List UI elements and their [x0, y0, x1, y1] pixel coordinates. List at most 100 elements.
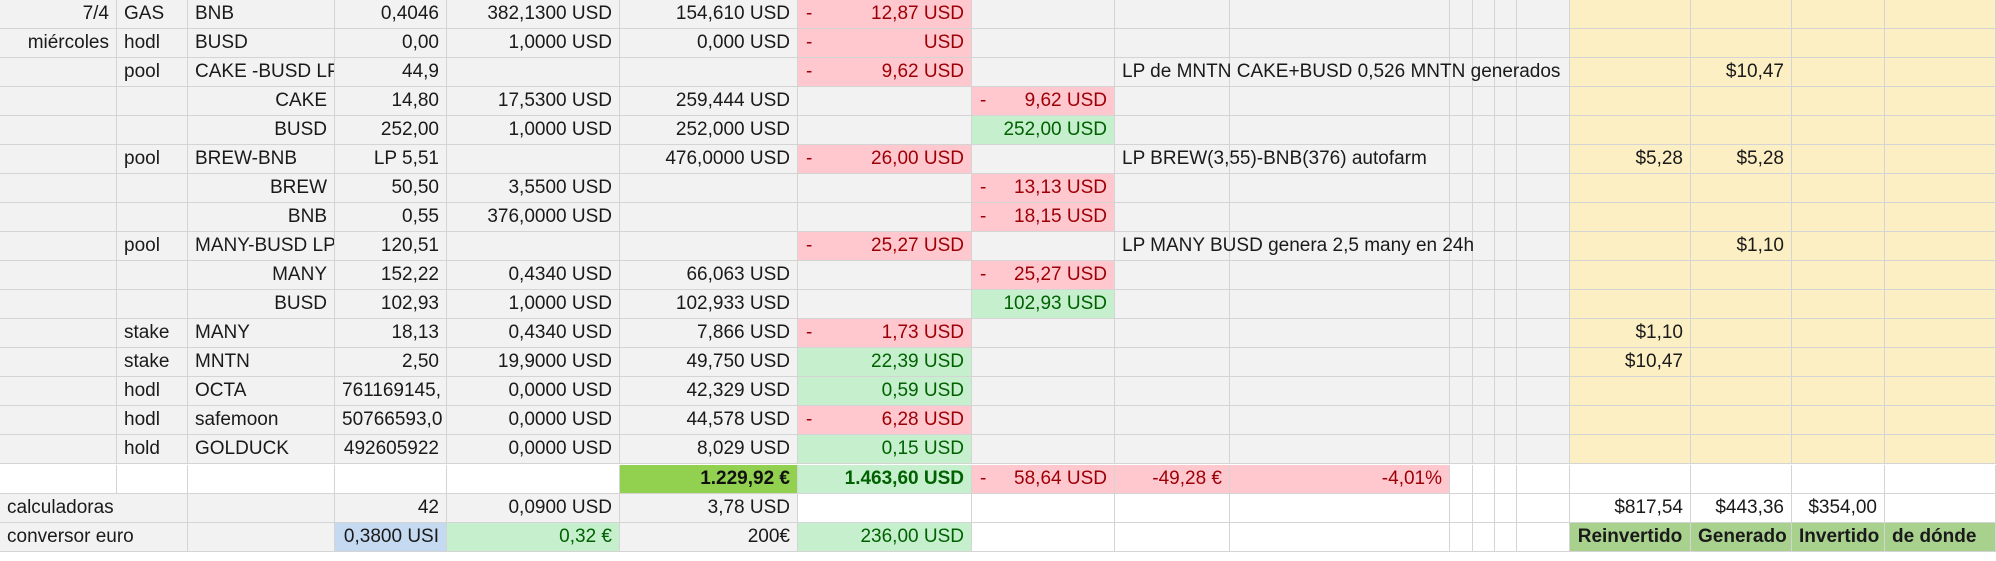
price-cell[interactable]: 1,0000 USD: [447, 29, 620, 58]
generado-cell[interactable]: [1691, 87, 1792, 116]
de-donde-cell[interactable]: [1885, 29, 1996, 58]
empty-cell[interactable]: [1450, 435, 1473, 464]
invertido-cell[interactable]: [1792, 0, 1885, 29]
empty-cell[interactable]: [1473, 145, 1495, 174]
value-cell[interactable]: 8,029 USD: [620, 435, 798, 464]
invertido-total-cell[interactable]: $354,00: [1792, 494, 1885, 523]
reinvertido-cell[interactable]: [1570, 406, 1691, 435]
total-diff-cell[interactable]: - 58,64 USD: [972, 465, 1115, 494]
component-change-cell[interactable]: [972, 0, 1115, 29]
empty-cell[interactable]: [1450, 0, 1473, 29]
empty-cell[interactable]: [1517, 203, 1570, 232]
empty-cell[interactable]: [1473, 290, 1495, 319]
value-cell[interactable]: [620, 174, 798, 203]
change-cell[interactable]: - 25,27 USD: [798, 232, 972, 261]
price-cell[interactable]: 376,0000 USD: [447, 203, 620, 232]
type-cell[interactable]: pool: [117, 145, 188, 174]
empty-cell[interactable]: [1450, 319, 1473, 348]
empty-cell[interactable]: [1495, 116, 1517, 145]
empty-cell[interactable]: [1691, 465, 1792, 494]
empty-cell[interactable]: [798, 494, 972, 523]
note-cell[interactable]: [1115, 174, 1230, 203]
de-donde-cell[interactable]: [1885, 203, 1996, 232]
invertido-cell[interactable]: [1792, 58, 1885, 87]
total-usd-cell[interactable]: 1.463,60 USD: [798, 465, 972, 494]
component-change-cell[interactable]: [972, 435, 1115, 464]
conversor-amount-cell[interactable]: 200€: [620, 523, 798, 552]
empty-cell[interactable]: [1495, 494, 1517, 523]
empty-cell[interactable]: [1450, 465, 1473, 494]
empty-cell[interactable]: [1517, 290, 1570, 319]
quantity-cell[interactable]: 761169145,: [335, 377, 447, 406]
empty-cell[interactable]: [1495, 232, 1517, 261]
asset-cell[interactable]: BUSD: [188, 29, 335, 58]
note-cell[interactable]: LP BREW(3,55)-BNB(376) autofarm: [1115, 145, 1427, 174]
value-cell[interactable]: 252,000 USD: [620, 116, 798, 145]
empty-cell[interactable]: [117, 465, 188, 494]
empty-cell[interactable]: [1230, 0, 1450, 29]
component-change-cell[interactable]: - 9,62 USD: [972, 87, 1115, 116]
empty-cell[interactable]: [1230, 203, 1450, 232]
empty-cell[interactable]: [1570, 465, 1691, 494]
empty-cell[interactable]: [1473, 494, 1495, 523]
value-cell[interactable]: [620, 58, 798, 87]
empty-cell[interactable]: [1517, 87, 1570, 116]
empty-cell[interactable]: [1230, 232, 1450, 261]
de-donde-header[interactable]: de dónde: [1885, 523, 1996, 552]
date-cell[interactable]: [0, 319, 117, 348]
de-donde-cell[interactable]: [1885, 290, 1996, 319]
component-change-cell[interactable]: 102,93 USD: [972, 290, 1115, 319]
empty-cell[interactable]: [1517, 174, 1570, 203]
value-cell[interactable]: 154,610 USD: [620, 0, 798, 29]
empty-cell[interactable]: [1450, 145, 1473, 174]
quantity-cell[interactable]: 18,13: [335, 319, 447, 348]
change-cell[interactable]: - 9,62 USD: [798, 58, 972, 87]
empty-cell[interactable]: [1517, 261, 1570, 290]
component-change-cell[interactable]: [972, 29, 1115, 58]
de-donde-cell[interactable]: [1885, 0, 1996, 29]
empty-cell[interactable]: [1473, 319, 1495, 348]
empty-cell[interactable]: [1495, 261, 1517, 290]
component-change-cell[interactable]: - 25,27 USD: [972, 261, 1115, 290]
date-cell[interactable]: [0, 58, 117, 87]
empty-cell[interactable]: [1517, 465, 1570, 494]
empty-cell[interactable]: [1473, 174, 1495, 203]
empty-cell[interactable]: [1230, 174, 1450, 203]
empty-cell[interactable]: [1495, 87, 1517, 116]
empty-cell[interactable]: [1450, 116, 1473, 145]
reinvertido-cell[interactable]: [1570, 377, 1691, 406]
quantity-cell[interactable]: 44,9: [335, 58, 447, 87]
empty-cell[interactable]: [188, 465, 335, 494]
empty-cell[interactable]: [1230, 87, 1450, 116]
empty-cell[interactable]: [1495, 348, 1517, 377]
invertido-cell[interactable]: [1792, 203, 1885, 232]
quantity-cell[interactable]: 2,50: [335, 348, 447, 377]
empty-cell[interactable]: [1450, 87, 1473, 116]
empty-cell[interactable]: [1450, 406, 1473, 435]
change-cell[interactable]: 0,59 USD: [798, 377, 972, 406]
empty-cell[interactable]: [1450, 232, 1473, 261]
note-cell[interactable]: [1115, 29, 1230, 58]
price-cell[interactable]: 1,0000 USD: [447, 290, 620, 319]
empty-cell[interactable]: [1517, 232, 1570, 261]
reinvertido-cell[interactable]: $5,28: [1570, 145, 1691, 174]
empty-cell[interactable]: [335, 465, 447, 494]
empty-cell[interactable]: [1517, 435, 1570, 464]
empty-cell[interactable]: [1495, 203, 1517, 232]
de-donde-cell[interactable]: [1885, 377, 1996, 406]
invertido-cell[interactable]: [1792, 87, 1885, 116]
generado-cell[interactable]: [1691, 203, 1792, 232]
asset-cell[interactable]: BNB: [188, 0, 335, 29]
reinvertido-cell[interactable]: [1570, 29, 1691, 58]
type-cell[interactable]: hodl: [117, 29, 188, 58]
price-cell[interactable]: 0,0000 USD: [447, 377, 620, 406]
empty-cell[interactable]: [1495, 406, 1517, 435]
empty-cell[interactable]: [447, 465, 620, 494]
empty-cell[interactable]: [1230, 58, 1450, 87]
generado-cell[interactable]: [1691, 435, 1792, 464]
price-cell[interactable]: [447, 58, 620, 87]
asset-cell[interactable]: CAKE -BUSD LP: [188, 58, 335, 87]
de-donde-cell[interactable]: [1885, 145, 1996, 174]
empty-cell[interactable]: [1450, 348, 1473, 377]
reinvertido-cell[interactable]: [1570, 290, 1691, 319]
